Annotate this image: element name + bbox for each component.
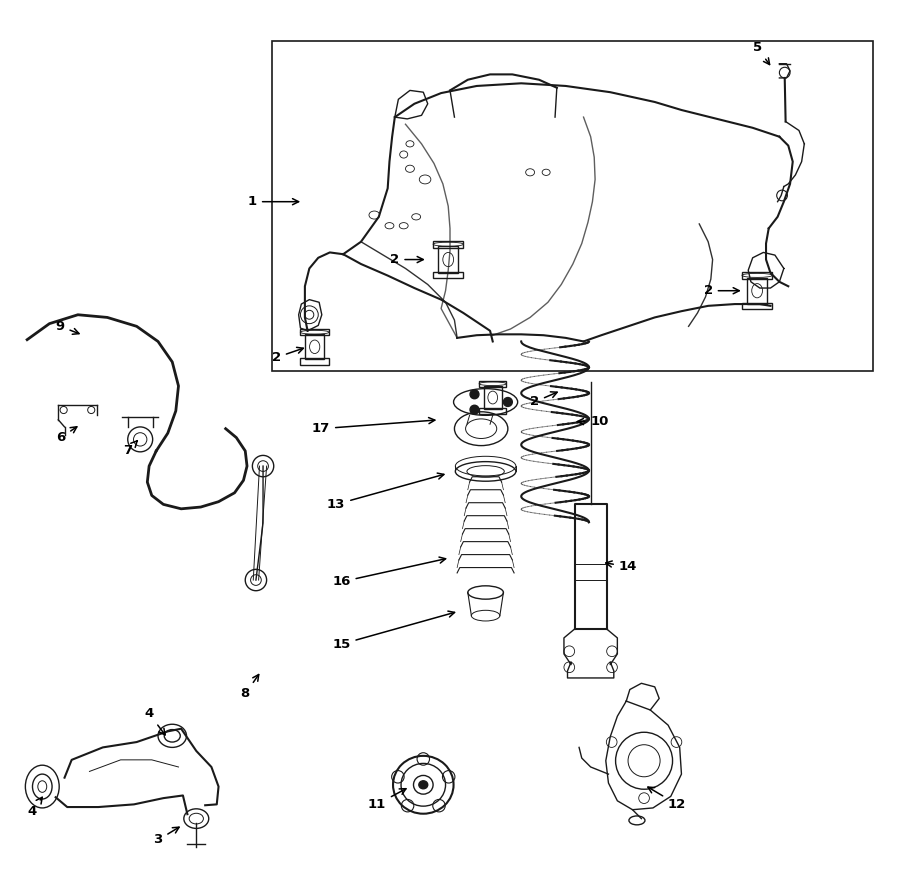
Bar (272, 41, 873, 371)
Circle shape (503, 397, 512, 406)
Text: 13: 13 (327, 473, 444, 511)
Text: 2: 2 (530, 392, 557, 408)
Bar (438, 246, 458, 272)
Text: 10: 10 (577, 415, 608, 428)
Text: 4: 4 (145, 707, 165, 735)
Text: 12: 12 (648, 787, 686, 811)
Bar (305, 334, 324, 359)
Text: 4: 4 (27, 797, 42, 818)
Text: 16: 16 (332, 557, 446, 588)
Bar (484, 386, 501, 409)
Circle shape (470, 405, 479, 414)
Bar (433, 241, 464, 247)
Text: 15: 15 (332, 611, 454, 651)
Text: 17: 17 (311, 418, 435, 435)
Bar (742, 303, 772, 309)
Text: 2: 2 (704, 284, 739, 297)
Text: 11: 11 (368, 789, 406, 811)
Bar (479, 380, 507, 387)
Text: 2: 2 (272, 347, 303, 364)
Bar (301, 329, 329, 336)
Text: 6: 6 (57, 427, 76, 444)
Text: 2: 2 (391, 253, 423, 266)
Text: 14: 14 (606, 560, 637, 573)
Bar (747, 278, 767, 304)
Text: 5: 5 (752, 41, 770, 64)
Text: 1: 1 (248, 196, 299, 208)
Bar (742, 272, 772, 279)
Bar (301, 358, 329, 364)
Text: 7: 7 (123, 440, 138, 457)
Ellipse shape (418, 780, 427, 789)
Bar (433, 271, 464, 279)
Text: 9: 9 (56, 320, 79, 334)
Bar (479, 408, 507, 414)
Text: 8: 8 (240, 674, 258, 700)
Circle shape (470, 390, 479, 399)
Text: 3: 3 (153, 827, 179, 847)
